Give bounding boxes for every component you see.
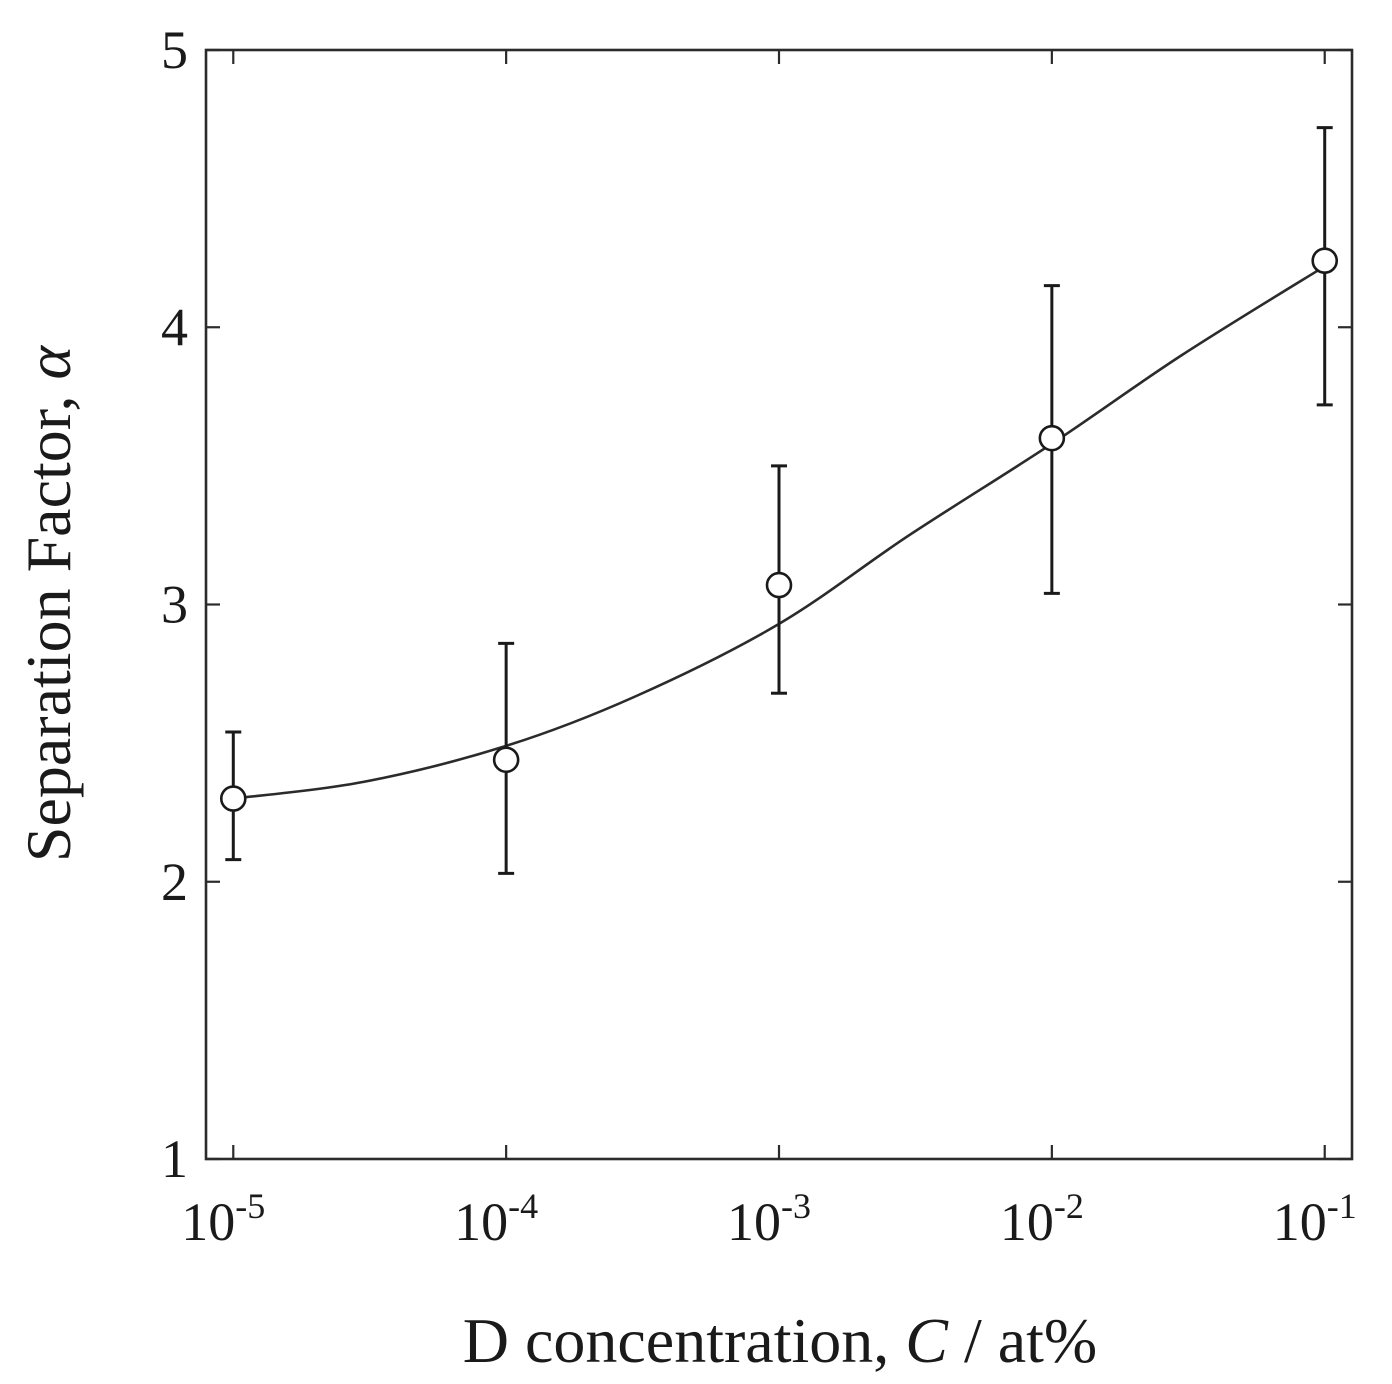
data-points — [219, 126, 1339, 875]
x-tick-base: 10 — [181, 1192, 235, 1252]
x-tick-exponent: -2 — [1054, 1186, 1084, 1226]
y-tick-label: 4 — [161, 297, 188, 357]
y-tick-label: 5 — [161, 20, 188, 80]
x-tick-base: 10 — [454, 1192, 508, 1252]
x-axis-title: D concentration, C / at% — [463, 1305, 1097, 1376]
data-point-marker — [765, 571, 793, 599]
x-tick-label: 10-2 — [1000, 1186, 1084, 1252]
y-tick-label: 2 — [161, 852, 188, 912]
x-tick-exponent: -4 — [508, 1186, 538, 1226]
x-axis-unit: / at% — [948, 1305, 1097, 1376]
x-tick-base: 10 — [1000, 1192, 1054, 1252]
y-tick-label: 1 — [161, 1129, 188, 1189]
data-point-marker — [1038, 424, 1066, 452]
x-tick-label: 10-1 — [1273, 1186, 1357, 1252]
y-axis-title: Separation Factor, α — [13, 344, 84, 862]
x-tick-label: 10-3 — [727, 1186, 811, 1252]
x-tick-exponent: -5 — [235, 1186, 265, 1226]
data-point-group — [765, 464, 793, 695]
data-point-group — [1038, 284, 1066, 595]
axis-ticks — [206, 48, 1352, 1161]
x-axis-variable: C — [905, 1305, 949, 1376]
x-axis-title-text: D concentration, — [463, 1305, 906, 1376]
data-point-group — [492, 641, 520, 875]
data-point-marker — [219, 785, 247, 812]
data-point-marker — [492, 746, 520, 774]
fit-curve — [233, 265, 1326, 800]
data-point-group — [1311, 126, 1339, 407]
x-tick-base: 10 — [1273, 1192, 1327, 1252]
y-axis-variable: α — [13, 344, 84, 379]
y-tick-label: 3 — [161, 575, 188, 635]
x-tick-label: 10-5 — [181, 1186, 265, 1252]
y-axis-title-text: Separation Factor, — [13, 379, 84, 862]
x-tick-exponent: -3 — [781, 1186, 811, 1226]
x-tick-exponent: -1 — [1327, 1186, 1357, 1226]
data-point-group — [219, 730, 247, 862]
data-point-marker — [1311, 247, 1339, 275]
x-tick-label: 10-4 — [454, 1186, 538, 1252]
x-tick-base: 10 — [727, 1192, 781, 1252]
